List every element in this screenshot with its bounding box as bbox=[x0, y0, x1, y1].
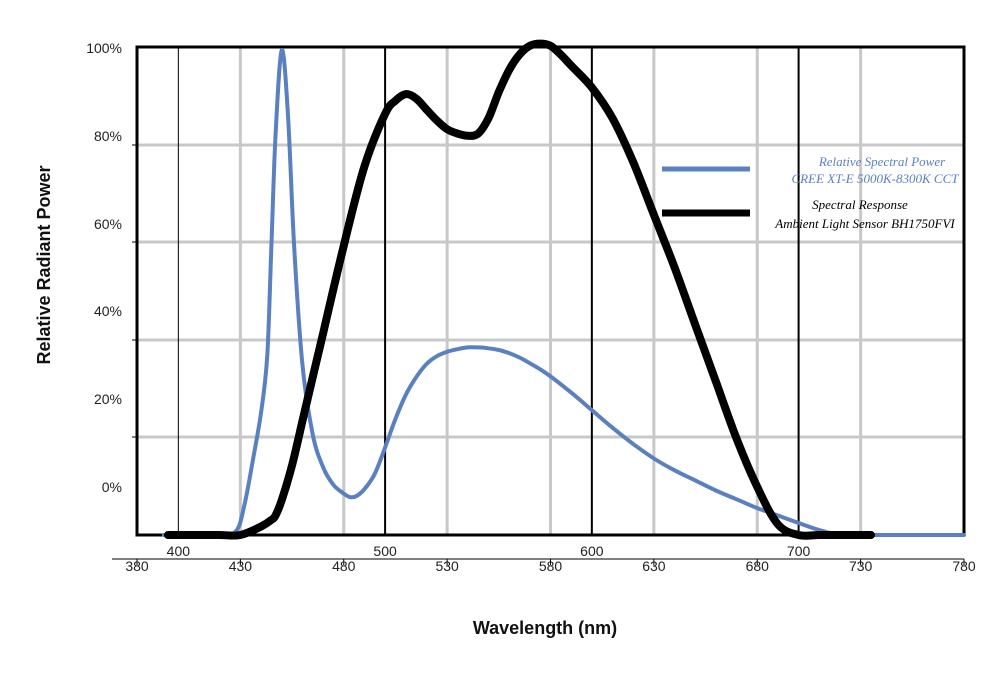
x-tick-label-upper: 600 bbox=[580, 543, 604, 559]
legend-label-bh1750-line1: Spectral Response bbox=[812, 197, 908, 212]
legend: Relative Spectral Power CREE XT-E 5000K-… bbox=[662, 154, 959, 231]
x-tick-label-lower: 630 bbox=[642, 558, 666, 574]
series-line-cree-xt-e bbox=[161, 48, 966, 538]
major-gridlines bbox=[177, 47, 800, 535]
y-axis-ticks: 100% 80% 60% 40% 20% 0% bbox=[86, 40, 137, 495]
y-tick-label: 100% bbox=[86, 40, 122, 56]
x-axis-upper: 400 500 600 700 bbox=[167, 543, 811, 559]
legend-label-cree-line1: Relative Spectral Power bbox=[818, 154, 946, 169]
x-tick-label-upper: 400 bbox=[167, 543, 191, 559]
y-axis-title: Relative Radiant Power bbox=[34, 165, 54, 364]
x-axis-title: Wavelength (nm) bbox=[473, 618, 617, 638]
x-tick-label-lower: 730 bbox=[849, 558, 873, 574]
series-line-bh1750fvi bbox=[164, 39, 875, 540]
x-tick-label-lower: 780 bbox=[952, 558, 976, 574]
y-tick-label: 80% bbox=[94, 128, 122, 144]
minor-gridlines bbox=[137, 47, 964, 535]
y-tick-label: 60% bbox=[94, 216, 122, 232]
x-tick-label-lower: 580 bbox=[539, 558, 563, 574]
x-tick-label-lower: 380 bbox=[125, 558, 149, 574]
y-tick-label: 40% bbox=[94, 303, 122, 319]
x-tick-label-lower: 430 bbox=[229, 558, 253, 574]
x-axis-lower: 380 430 480 530 580 630 680 730 780 bbox=[112, 558, 976, 574]
y-tick-label: 0% bbox=[102, 479, 122, 495]
x-tick-label-upper: 700 bbox=[787, 543, 811, 559]
legend-label-cree-line2: CREE XT-E 5000K-8300K CCT bbox=[792, 171, 960, 186]
x-tick-label-lower: 480 bbox=[332, 558, 356, 574]
legend-label-bh1750-line2: Ambient Light Sensor BH1750FVI bbox=[774, 216, 955, 231]
y-tick-label: 20% bbox=[94, 391, 122, 407]
series-layer bbox=[161, 39, 966, 540]
x-tick-label-lower: 530 bbox=[435, 558, 459, 574]
x-tick-label-upper: 500 bbox=[373, 543, 397, 559]
x-tick-label-lower: 680 bbox=[746, 558, 770, 574]
